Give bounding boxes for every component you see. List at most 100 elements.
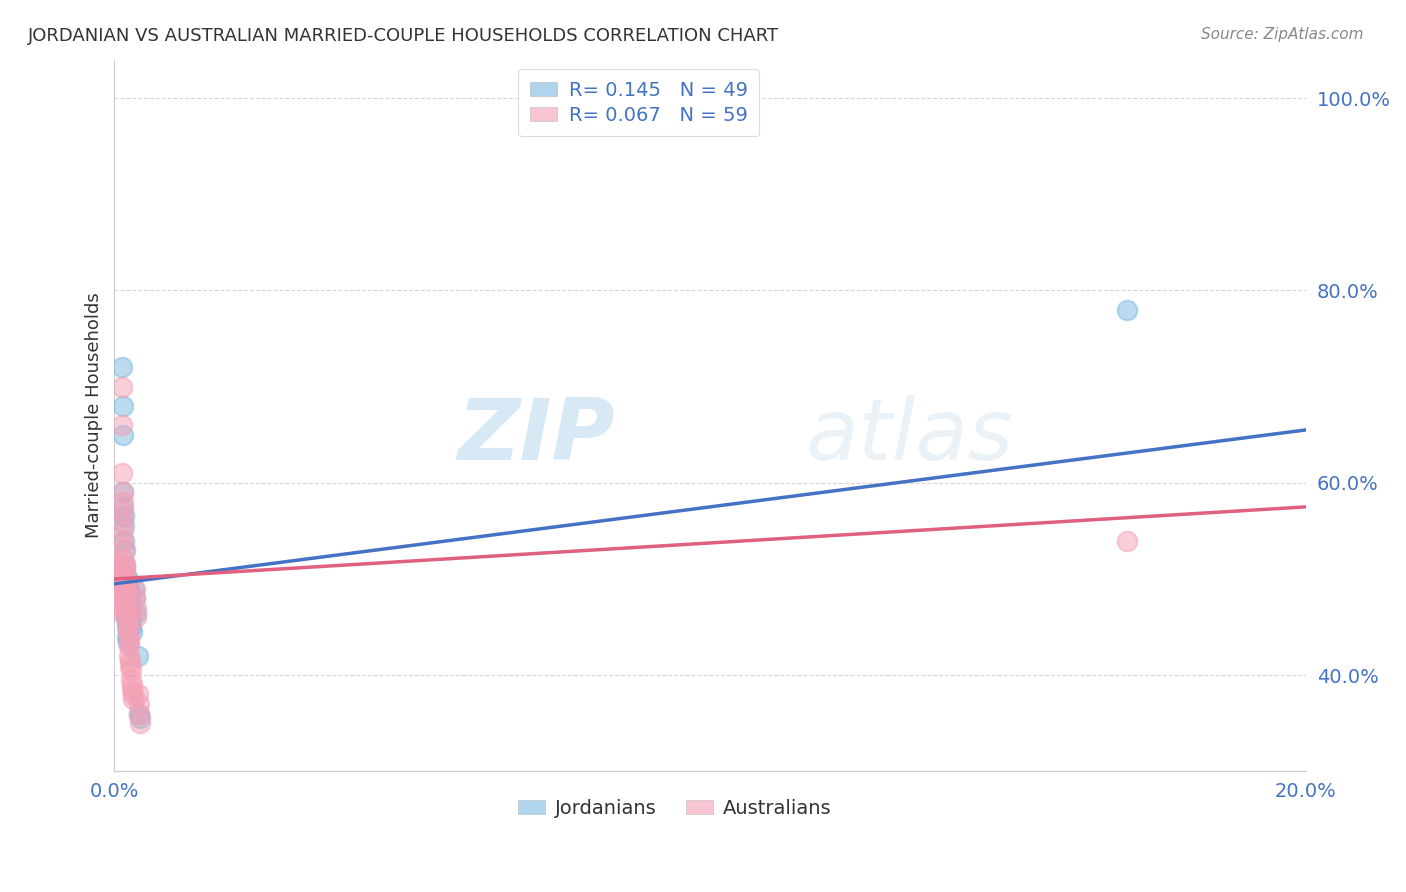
- Point: [112, 533, 135, 548]
- Point: [112, 519, 135, 533]
- Point: [107, 558, 129, 572]
- Point: [125, 606, 148, 620]
- Point: [124, 591, 146, 606]
- Point: [122, 582, 145, 596]
- Point: [110, 582, 132, 596]
- Point: [117, 586, 139, 600]
- Point: [115, 606, 138, 620]
- Point: [120, 610, 142, 624]
- Point: [107, 562, 129, 576]
- Point: [112, 524, 135, 538]
- Point: [114, 558, 136, 572]
- Point: [110, 567, 132, 582]
- Point: [120, 664, 142, 678]
- Point: [117, 624, 139, 639]
- Point: [111, 485, 134, 500]
- Point: [111, 418, 134, 433]
- Point: [110, 600, 132, 615]
- Point: [118, 586, 141, 600]
- Point: [110, 591, 132, 606]
- Point: [111, 379, 134, 393]
- Point: [110, 606, 132, 620]
- Point: [124, 582, 146, 596]
- Point: [1116, 533, 1139, 548]
- Point: [114, 572, 136, 586]
- Point: [112, 514, 135, 528]
- Point: [115, 596, 138, 610]
- Point: [118, 634, 141, 648]
- Point: [115, 596, 138, 610]
- Point: [108, 572, 131, 586]
- Point: [118, 648, 141, 663]
- Point: [112, 427, 135, 442]
- Point: [121, 678, 143, 692]
- Point: [117, 634, 139, 648]
- Point: [105, 553, 128, 567]
- Point: [120, 658, 142, 673]
- Point: [114, 543, 136, 558]
- Point: [118, 640, 141, 654]
- Point: [127, 688, 149, 702]
- Point: [111, 582, 134, 596]
- Point: [120, 620, 142, 634]
- Point: [110, 596, 132, 610]
- Point: [129, 716, 152, 731]
- Point: [128, 706, 150, 721]
- Point: [128, 706, 150, 721]
- Point: [122, 692, 145, 706]
- Point: [122, 688, 145, 702]
- Point: [127, 648, 149, 663]
- Point: [115, 600, 138, 615]
- Point: [114, 562, 136, 576]
- Point: [112, 533, 135, 548]
- Point: [110, 586, 132, 600]
- Point: [117, 572, 139, 586]
- Point: [115, 615, 138, 630]
- Point: [112, 509, 135, 524]
- Point: [112, 399, 135, 413]
- Point: [114, 558, 136, 572]
- Point: [129, 711, 152, 725]
- Point: [114, 567, 136, 582]
- Point: [120, 615, 142, 630]
- Point: [112, 553, 135, 567]
- Point: [117, 610, 139, 624]
- Point: [117, 620, 139, 634]
- Point: [114, 582, 136, 596]
- Point: [114, 577, 136, 591]
- Point: [110, 360, 132, 375]
- Point: [128, 697, 150, 711]
- Text: ZIP: ZIP: [457, 395, 614, 478]
- Text: Source: ZipAtlas.com: Source: ZipAtlas.com: [1201, 27, 1364, 42]
- Point: [111, 466, 134, 480]
- Point: [115, 620, 138, 634]
- Point: [117, 591, 139, 606]
- Point: [124, 591, 146, 606]
- Text: atlas: atlas: [806, 395, 1014, 478]
- Point: [118, 630, 141, 644]
- Point: [105, 562, 128, 576]
- Text: JORDANIAN VS AUSTRALIAN MARRIED-COUPLE HOUSEHOLDS CORRELATION CHART: JORDANIAN VS AUSTRALIAN MARRIED-COUPLE H…: [28, 27, 779, 45]
- Point: [111, 572, 134, 586]
- Point: [125, 600, 148, 615]
- Point: [115, 630, 138, 644]
- Point: [118, 600, 141, 615]
- Point: [112, 500, 135, 514]
- Legend: Jordanians, Australians: Jordanians, Australians: [510, 791, 839, 826]
- Point: [114, 591, 136, 606]
- Point: [111, 505, 134, 519]
- Point: [118, 582, 141, 596]
- Point: [108, 567, 131, 582]
- Y-axis label: Married-couple Households: Married-couple Households: [86, 293, 103, 539]
- Point: [115, 610, 138, 624]
- Point: [125, 610, 148, 624]
- Point: [115, 606, 138, 620]
- Point: [118, 596, 141, 610]
- Point: [120, 673, 142, 687]
- Point: [108, 577, 131, 591]
- Point: [112, 485, 135, 500]
- Point: [118, 591, 141, 606]
- Point: [121, 624, 143, 639]
- Point: [1116, 302, 1139, 317]
- Point: [112, 543, 135, 558]
